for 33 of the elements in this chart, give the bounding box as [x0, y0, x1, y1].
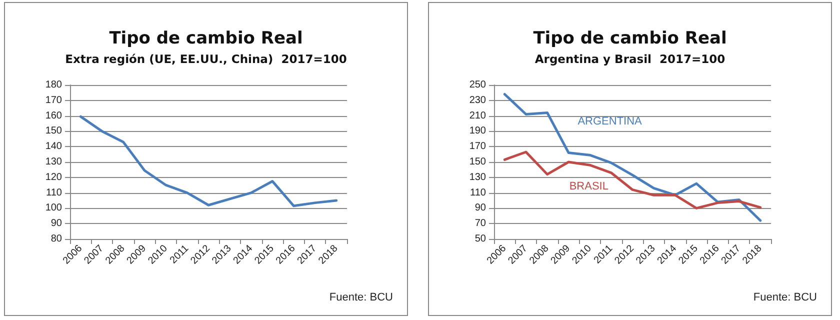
- line-series: [503, 92, 762, 222]
- y-tick-label: 180: [45, 80, 62, 90]
- line-series: [79, 115, 338, 208]
- chart-subtitle: Extra región (UE, EE.UU., China) 2017=100: [65, 52, 347, 66]
- chart-title: Tipo de cambio Real: [533, 28, 727, 48]
- y-tick-label: 120: [45, 172, 62, 183]
- y-tick-label: 210: [469, 110, 486, 122]
- y-tick-label: 50: [474, 234, 486, 244]
- y-tick-label: 140: [45, 141, 62, 152]
- y-tick-label: 90: [474, 202, 486, 214]
- y-tick-label: 80: [50, 234, 62, 244]
- y-tick-label: 250: [469, 80, 486, 90]
- y-tick-label: 170: [469, 141, 486, 152]
- y-tick-label: 130: [45, 156, 62, 168]
- y-tick-label: 150: [469, 156, 486, 168]
- series-label: ARGENTINA: [578, 116, 643, 128]
- source-note: Fuente: BCU: [753, 292, 818, 304]
- series-label: BRASIL: [569, 180, 608, 192]
- y-tick-label: 110: [470, 187, 486, 198]
- y-tick-label: 100: [45, 202, 62, 214]
- chart-title: Tipo de cambio Real: [109, 28, 303, 48]
- y-tick-label: 90: [50, 218, 62, 230]
- line-series: [503, 150, 762, 210]
- y-tick-label: 230: [469, 94, 486, 106]
- y-tick-label: 110: [46, 187, 62, 198]
- y-tick-label: 70: [474, 218, 486, 230]
- chart-subtitle: Argentina y Brasil 2017=100: [534, 52, 726, 66]
- y-tick-label: 160: [45, 110, 62, 122]
- y-tick-label: 130: [469, 172, 486, 183]
- source-note: Fuente: BCU: [329, 292, 394, 304]
- y-tick-label: 190: [469, 126, 486, 137]
- y-tick-label: 150: [45, 126, 62, 137]
- y-tick-label: 170: [45, 94, 62, 106]
